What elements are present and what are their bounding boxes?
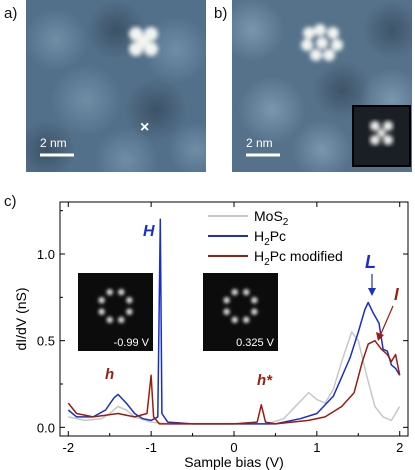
dIdV-spectrum-chart: -0.99 V 0.325 V -2 -1 0 1 20.00.51.0 MoS2H2Pc… [13, 201, 409, 470]
arrow-l [379, 305, 394, 337]
inset-bias-label: 0.325 V [236, 337, 275, 349]
lobe [118, 288, 125, 296]
x-axis-label: Sample bias (V) [184, 454, 284, 470]
lobe [251, 297, 258, 304]
lobe [223, 308, 230, 315]
lobe [231, 316, 238, 324]
x-tick-label: 2 [396, 440, 403, 455]
lobe [223, 297, 230, 304]
peak-annotation: h [105, 366, 114, 383]
arrow-L-head [368, 288, 376, 296]
lobe [126, 308, 133, 315]
lobe [106, 288, 113, 296]
panel-b-label: b) [214, 5, 228, 22]
series-layer [67, 218, 401, 425]
legend-label: MoS2 [254, 208, 289, 228]
lobe [118, 316, 125, 324]
legend-label: H2Pc [254, 228, 286, 248]
arrow-l-head [376, 332, 384, 341]
chart-insets: -0.99 V 0.325 V [78, 273, 278, 351]
lobe [126, 297, 133, 304]
stm-image-b: 2 nm [232, 0, 412, 172]
x-tick-label: 1 [313, 440, 320, 455]
stm-image-a-canvas: 2 nm × [26, 0, 206, 172]
inset-background [203, 273, 278, 351]
x-tick-label: 0 [230, 440, 237, 455]
lobe [243, 316, 250, 324]
axes: -2 -1 0 1 2 0.0 0.5 1.0 [37, 201, 409, 455]
lobe [98, 308, 105, 315]
peak-annotation: L [365, 252, 376, 272]
y-tick-label: 0.5 [37, 334, 55, 349]
stm-image-a: 2 nm × [26, 0, 206, 172]
peak-annotation: H [143, 223, 155, 240]
panel-a-label: a) [4, 5, 18, 22]
scalebar-a-label: 2 nm [40, 136, 67, 150]
lobe [98, 297, 105, 304]
series-line-0 [68, 331, 401, 425]
stm-image-b-canvas: 2 nm [232, 0, 412, 172]
y-tick-label: 1.0 [37, 247, 55, 262]
stm-inset-b [352, 105, 411, 167]
series-line-2 [67, 339, 401, 425]
scalebar-b-label: 2 nm [246, 136, 273, 150]
inset-lobes [98, 288, 133, 324]
x-tick-label: -1 [145, 440, 157, 455]
inset-bias-label: -0.99 V [114, 337, 150, 349]
y-axis-label: dI/dV (nS) [13, 287, 29, 350]
lobe [243, 288, 250, 296]
panel-c-label: c) [4, 193, 17, 210]
annotations: H Lh h* l [105, 223, 400, 389]
lobe [251, 308, 258, 315]
peak-annotation: h* [257, 372, 273, 389]
inset-lobes [223, 288, 258, 324]
lobe [106, 316, 113, 324]
lobe [231, 288, 238, 296]
peak-annotation: l [394, 285, 400, 304]
x-tick-label: -2 [63, 440, 75, 455]
tip-position-marker: × [140, 119, 149, 136]
orbital-map-inset: 0.325 V [203, 273, 278, 351]
y-tick-label: 0.0 [37, 420, 55, 435]
legend-label: H2Pc modified [254, 248, 343, 268]
inset-background [78, 273, 153, 351]
orbital-map-inset: -0.99 V [78, 273, 153, 351]
